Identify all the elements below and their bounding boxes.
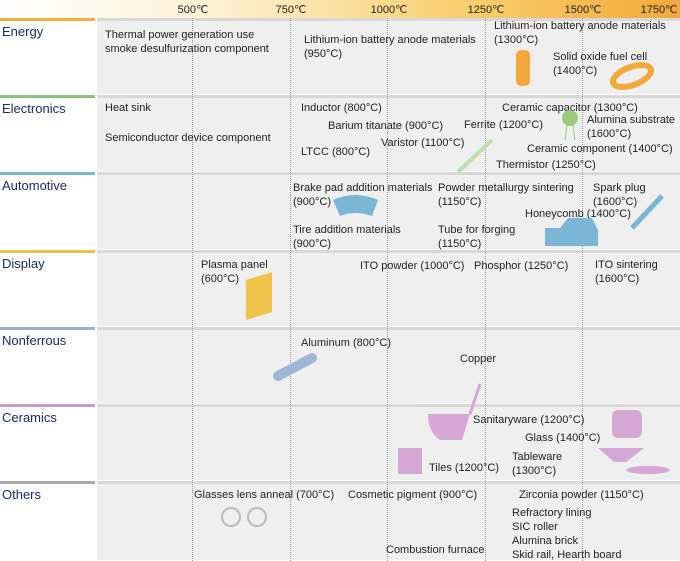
application-label: Tube for forging (1150°C) <box>438 224 516 250</box>
sanitaryware-tank <box>468 383 482 415</box>
row-rule <box>97 481 680 484</box>
application-label: Ceramic capacitor (1300°C) <box>502 102 638 114</box>
temperature-gridline <box>485 18 486 561</box>
row-rule <box>97 327 680 330</box>
row-label: Display <box>2 256 45 271</box>
application-label: Alumina substrate (1600°C) <box>587 114 676 140</box>
application-label: Honeycomb (1400°C) <box>525 208 631 220</box>
application-label: Heat sink <box>105 102 151 114</box>
application-label: Barium titanate (900°C) <box>328 120 444 132</box>
application-label: Phosphor (1250°C) <box>474 260 569 272</box>
application-label: Ceramic component (1400°C) <box>527 143 673 155</box>
temperature-gridline <box>192 18 193 561</box>
application-label: Solid oxide fuel cell (1400°C) <box>553 51 648 77</box>
row-label: Electronics <box>2 101 66 116</box>
application-label: Plasma panel (600°C) <box>201 259 268 285</box>
temperature-gridline <box>387 18 388 561</box>
application-label: ITO sintering (1600°C) <box>595 259 658 285</box>
application-label: Inductor (800°C) <box>301 102 382 114</box>
capacitor-icon <box>562 110 578 126</box>
glasses-icon <box>221 507 241 527</box>
application-label: Glasses lens anneal (700°C) <box>194 489 335 501</box>
row-rule <box>0 404 95 407</box>
application-label: Glass (1400°C) <box>525 432 601 444</box>
row-rule <box>97 95 680 98</box>
row-label: Nonferrous <box>2 333 67 348</box>
aluminum-icon <box>273 353 317 381</box>
brake-pad-icon <box>333 195 378 216</box>
car-icon <box>545 218 598 246</box>
application-label: Thermal power generation use smoke desul… <box>105 29 269 55</box>
temperature-tick: 500℃ <box>177 4 209 16</box>
row-rule <box>97 172 680 175</box>
row-label: Energy <box>2 24 44 39</box>
row-rule <box>97 18 680 21</box>
glass-icon <box>612 410 642 438</box>
row-rule <box>0 481 95 484</box>
row-rule <box>0 172 95 175</box>
thermistor-icon <box>456 138 494 174</box>
application-label: Varistor (1100°C) <box>381 137 465 149</box>
temperature-tick: 1250℃ <box>467 4 505 16</box>
row-label: Automotive <box>2 178 68 193</box>
application-label: Lithium-ion battery anode materials (130… <box>494 20 666 46</box>
application-label: Lithium-ion battery anode materials (950… <box>304 34 476 60</box>
row-rule <box>0 95 95 98</box>
temperature-header <box>0 0 680 18</box>
application-label: LTCC (800°C) <box>301 146 370 158</box>
application-label: Tire addition materials (900°C) <box>293 224 401 250</box>
application-label: ITO powder (1000°C) <box>360 260 465 272</box>
row-label: Ceramics <box>2 410 57 425</box>
application-label: Ferrite (1200°C) <box>464 119 543 131</box>
row-label: Others <box>2 487 42 502</box>
temperature-tick: 1750℃ <box>640 4 678 16</box>
application-label: Zirconia powder (1150°C) <box>519 489 644 501</box>
application-label: Thermistor (1250°C) <box>496 159 596 171</box>
plate-icon <box>626 466 670 474</box>
application-label: Powder metallurgy sintering (1150°C) <box>438 182 574 208</box>
sanitaryware-icon <box>428 414 470 440</box>
temperature-tick: 1500℃ <box>564 4 602 16</box>
tiles-icon <box>398 448 422 474</box>
application-label: Tableware (1300°C) <box>512 451 563 477</box>
row-rule <box>0 18 95 21</box>
application-label: Tiles (1200°C) <box>429 462 500 474</box>
fuel-cell-icon <box>609 62 655 90</box>
row-rule <box>97 250 680 253</box>
temperature-gridline <box>582 18 583 561</box>
row-rule <box>97 404 680 407</box>
temperature-gridline <box>290 18 291 561</box>
application-label: Combustion furnace <box>386 544 485 556</box>
application-label: Sanitaryware (1200°C) <box>473 414 585 426</box>
row-rule <box>0 327 95 330</box>
application-label: Aluminum (800°C) <box>301 337 391 349</box>
capacitor-leg <box>564 124 568 141</box>
application-label: Cosmetic pigment (900°C) <box>348 489 478 501</box>
spark-plug-icon <box>630 194 664 230</box>
application-label: Copper <box>460 353 497 365</box>
application-label: Semiconductor device component <box>105 132 271 144</box>
application-label: Spark plug (1600°C) <box>593 182 646 208</box>
bowl-icon <box>598 448 644 462</box>
plasma-panel-icon <box>246 272 272 320</box>
temperature-tick: 1000℃ <box>370 4 408 16</box>
temperature-tick: 750℃ <box>275 4 307 16</box>
application-label: Brake pad addition materials (900°C) <box>293 182 433 208</box>
application-label: Refractory lining SIC roller Alumina bri… <box>512 507 622 561</box>
capacitor-leg <box>572 124 576 141</box>
battery-icon <box>516 50 530 86</box>
glasses-icon <box>247 507 267 527</box>
row-rule <box>0 250 95 253</box>
